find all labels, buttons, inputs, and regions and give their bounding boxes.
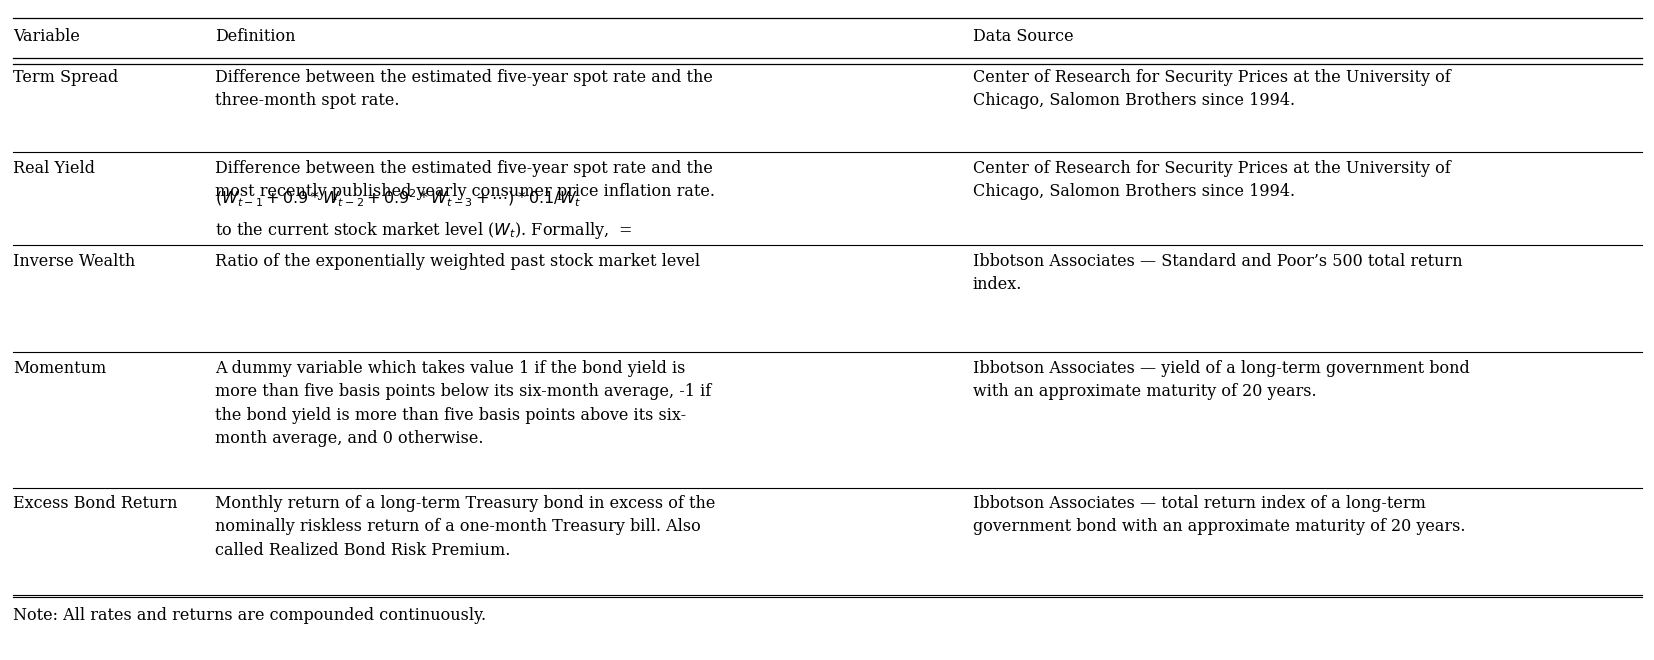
Text: Inverse Wealth: Inverse Wealth (13, 253, 136, 270)
Text: Difference between the estimated five-year spot rate and the
most recently publi: Difference between the estimated five-ye… (215, 160, 715, 200)
Text: Excess Bond Return: Excess Bond Return (13, 494, 177, 512)
Text: Term Spread: Term Spread (13, 69, 119, 86)
Text: Definition: Definition (215, 28, 296, 45)
Text: $(W_{t-1} + 0.9 * W_{t-2} + 0.9^2 * W_{t-3} + \cdots) * 0.1/W_t$: $(W_{t-1} + 0.9 * W_{t-2} + 0.9^2 * W_{t… (215, 187, 582, 209)
Text: Data Source: Data Source (973, 28, 1073, 45)
Text: Ibbotson Associates — Standard and Poor’s 500 total return
index.: Ibbotson Associates — Standard and Poor’… (973, 253, 1462, 293)
Text: Center of Research for Security Prices at the University of
Chicago, Salomon Bro: Center of Research for Security Prices a… (973, 69, 1451, 109)
Text: Momentum: Momentum (13, 360, 106, 377)
Text: Ratio of the exponentially weighted past stock market level: Ratio of the exponentially weighted past… (215, 253, 700, 270)
Text: A dummy variable which takes value 1 if the bond yield is
more than five basis p: A dummy variable which takes value 1 if … (215, 360, 711, 447)
Text: Real Yield: Real Yield (13, 160, 96, 177)
Text: Difference between the estimated five-year spot rate and the
three-month spot ra: Difference between the estimated five-ye… (215, 69, 713, 109)
Text: Monthly return of a long-term Treasury bond in excess of the
nominally riskless : Monthly return of a long-term Treasury b… (215, 494, 716, 558)
Text: Center of Research for Security Prices at the University of
Chicago, Salomon Bro: Center of Research for Security Prices a… (973, 160, 1451, 200)
Text: Variable: Variable (13, 28, 79, 45)
Text: Ibbotson Associates — total return index of a long-term
government bond with an : Ibbotson Associates — total return index… (973, 494, 1465, 535)
Text: to the current stock market level ($W_t$). Formally,  =: to the current stock market level ($W_t$… (215, 220, 632, 241)
Text: Ibbotson Associates — yield of a long-term government bond
with an approximate m: Ibbotson Associates — yield of a long-te… (973, 360, 1469, 400)
Text: Note: All rates and returns are compounded continuously.: Note: All rates and returns are compound… (13, 607, 486, 624)
